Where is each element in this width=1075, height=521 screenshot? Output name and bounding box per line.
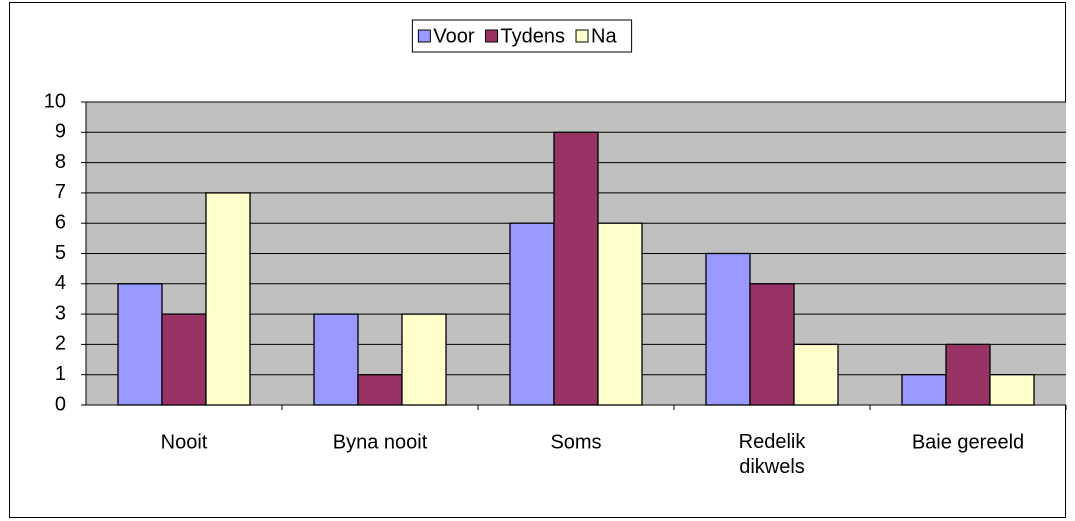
y-tick-label: 9 — [55, 121, 66, 143]
bar — [553, 131, 599, 406]
bar — [161, 313, 207, 406]
bar — [357, 374, 403, 406]
y-tick-label: 8 — [55, 151, 66, 173]
bar — [509, 222, 555, 406]
legend-box — [411, 19, 633, 53]
bar — [117, 283, 163, 406]
bar — [205, 192, 251, 406]
x-tick-label-line: Redelik — [739, 431, 807, 453]
x-tick-label: Baie gereeld — [912, 431, 1024, 453]
legend-label: Na — [591, 25, 617, 47]
bar — [989, 374, 1035, 406]
bar — [749, 283, 795, 406]
y-tick-label: 4 — [55, 272, 66, 294]
bar — [401, 313, 447, 406]
x-tick-label: Soms — [550, 431, 601, 453]
y-tick-label: 5 — [55, 242, 66, 264]
y-tick-label: 6 — [55, 211, 66, 233]
bar — [901, 374, 947, 406]
x-tick-label: Nooit — [161, 431, 208, 453]
y-tick-label: 10 — [44, 90, 66, 112]
legend-label: Tydens — [501, 25, 565, 47]
bar — [793, 343, 839, 406]
y-tick-label: 2 — [55, 333, 66, 355]
y-tick-label: 0 — [55, 393, 66, 415]
x-tick-label-line: dikwels — [739, 456, 805, 478]
legend-swatch — [485, 29, 499, 43]
x-tick-label: Byna nooit — [333, 431, 428, 453]
legend: Voor Tydens Na — [411, 19, 633, 53]
legend-swatch — [417, 29, 431, 43]
x-tick-label: Redelik dikwels — [739, 431, 807, 478]
y-tick-label: 7 — [55, 181, 66, 203]
bar — [705, 252, 751, 406]
bar — [597, 222, 643, 406]
y-tick-label: 1 — [55, 363, 66, 385]
y-tick-label: 3 — [55, 302, 66, 324]
legend-swatch — [575, 29, 589, 43]
legend-label: Voor — [433, 25, 474, 47]
bar — [945, 343, 991, 406]
bar — [313, 313, 359, 406]
